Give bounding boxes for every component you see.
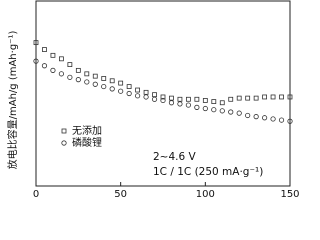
data-point <box>59 56 64 62</box>
data-point <box>67 62 73 67</box>
data-point <box>135 93 141 99</box>
data-point <box>42 47 47 52</box>
data-point <box>143 89 149 95</box>
data-point <box>126 84 132 89</box>
data-point <box>262 94 268 100</box>
data-point <box>185 102 191 108</box>
data-point <box>50 52 56 58</box>
data-point <box>58 71 65 77</box>
legend-label: 无添加 <box>72 124 102 137</box>
data-point <box>92 73 98 79</box>
legend-marker <box>61 140 67 146</box>
data-point <box>236 110 242 116</box>
annotation: 1C / 1C (250 mA·g⁻¹) <box>153 166 263 178</box>
data-point <box>194 104 200 110</box>
data-point <box>287 118 293 124</box>
data-point <box>101 76 107 81</box>
data-point <box>211 99 217 104</box>
x-tick-label: 100 <box>196 189 215 200</box>
data-point <box>219 100 225 106</box>
data-point <box>219 108 225 114</box>
data-point <box>84 79 90 85</box>
data-point <box>279 94 284 100</box>
data-point <box>151 96 158 102</box>
data-point <box>270 116 276 122</box>
annotation: 2~4.6 V <box>153 151 197 163</box>
data-point <box>194 96 200 102</box>
data-point <box>50 67 56 73</box>
data-point <box>41 63 48 69</box>
data-point <box>168 100 175 106</box>
data-point <box>101 83 107 90</box>
data-point <box>169 95 174 101</box>
data-point <box>109 86 115 92</box>
data-point <box>177 101 183 107</box>
data-point <box>270 94 276 100</box>
data-point <box>185 96 191 102</box>
legend-label: 磷酸锂 <box>72 136 102 149</box>
data-point <box>287 94 293 100</box>
data-point <box>135 87 141 93</box>
data-point <box>143 94 149 100</box>
data-point <box>75 77 81 83</box>
y-axis-label: 放电比容量/mAh/g (mAh·g⁻¹) <box>6 31 19 170</box>
data-point <box>177 96 183 102</box>
data-point <box>261 115 268 121</box>
data-point <box>33 40 39 46</box>
plot-frame <box>35 0 291 187</box>
legend-marker <box>61 128 67 134</box>
data-point <box>109 78 115 84</box>
data-point <box>202 105 208 112</box>
chart: 放电比容量/mAh/g (mAh·g⁻¹) 2~4.6 V 1C / 1C (2… <box>6 0 300 200</box>
data-point <box>160 94 166 100</box>
data-point <box>228 109 234 115</box>
x-tick-label: 150 <box>280 189 299 200</box>
data-point <box>84 71 90 77</box>
data-point <box>253 114 259 120</box>
x-tick-label: 50 <box>114 189 127 200</box>
data-point <box>202 98 208 103</box>
data-point <box>118 88 124 94</box>
data-point <box>160 97 166 104</box>
data-point <box>33 58 39 64</box>
data-point <box>67 74 73 80</box>
data-point <box>118 80 124 86</box>
data-point <box>245 112 251 119</box>
data-point <box>92 81 98 87</box>
data-point <box>278 117 285 123</box>
data-point <box>211 107 217 113</box>
data-point <box>75 67 81 73</box>
data-point <box>245 95 251 101</box>
data-point <box>228 96 234 102</box>
data-point <box>126 90 132 97</box>
data-point <box>236 95 242 101</box>
x-tick-label: 0 <box>33 189 39 200</box>
data-point <box>253 95 259 101</box>
data-point <box>152 92 157 98</box>
